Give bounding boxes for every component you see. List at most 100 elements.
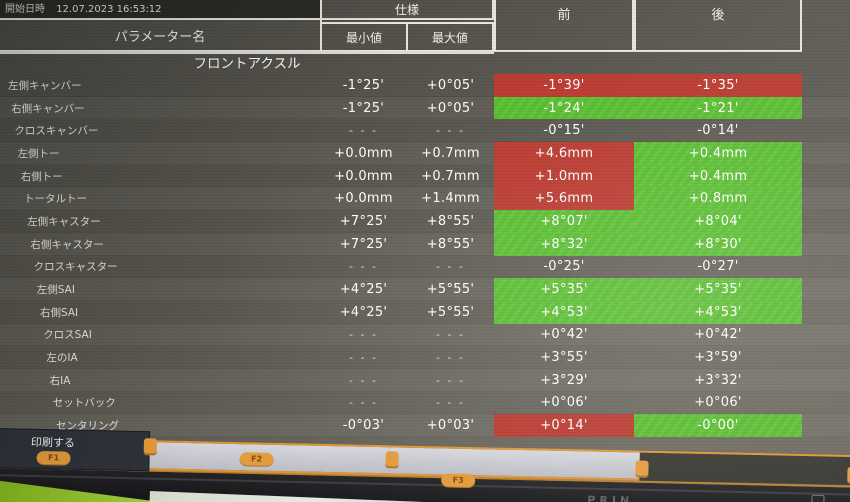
bezel-badge-icon: [811, 494, 825, 502]
f3-button-segment[interactable]: F3: [389, 445, 640, 489]
param-label: 左側キャスター: [27, 215, 101, 228]
after-value: +0.4mm: [634, 164, 802, 188]
fnbar-empty-segment: [639, 450, 850, 486]
column-header-parameter: パラメーター名: [0, 18, 322, 52]
parameter-header-label: パラメーター名: [114, 29, 206, 45]
after-value: +3°32': [694, 372, 742, 388]
start-datetime-value: 12.07.2023 16:53:12: [56, 4, 162, 15]
param-label: 左側キャンバー: [8, 79, 82, 92]
spec-max-value: +5°55': [426, 282, 475, 298]
column-header-before: 前: [494, 0, 634, 52]
spec-min-value: +0.0mm: [334, 168, 393, 184]
param-label: 右側トー: [20, 170, 63, 183]
spec-max-value: +8°55': [426, 236, 475, 252]
fnbar-divider-nub: [143, 438, 158, 456]
before-value: -0°25': [543, 259, 585, 275]
table-row: 左側キャスター +7°25' +8°55' +8°07' +8°04': [0, 210, 850, 233]
print-button[interactable]: 印刷する F1: [0, 428, 151, 472]
spec-min-value: +0.0mm: [334, 191, 393, 207]
param-label: 右IA: [49, 374, 71, 387]
fnbar-divider-nub: [635, 460, 649, 478]
start-datetime-bar: 開始日時 12.07.2023 16:53:12: [0, 0, 320, 20]
param-label: クロスSAI: [43, 329, 92, 342]
f2-button-segment[interactable]: F2: [149, 440, 390, 476]
before-value: +0°06': [540, 395, 588, 411]
before-value: +5°35': [494, 278, 634, 301]
spec-min-value: - - -: [349, 328, 378, 342]
f1-key-badge[interactable]: F1: [36, 450, 71, 466]
column-header-min: 最小値: [320, 22, 408, 52]
after-header-label: 後: [711, 8, 725, 23]
table-row: 左側キャンバー -1°25' +0°05' -1°39' -1°35': [0, 74, 850, 97]
max-header-label: 最大値: [431, 30, 468, 45]
param-label: 左側トー: [17, 147, 60, 160]
before-value: +0°42': [540, 327, 588, 343]
before-value: +5.6mm: [494, 187, 634, 211]
table-row: 右側SAI +4°25' +5°55' +4°53' +4°53': [0, 300, 850, 324]
after-value: +0.8mm: [634, 187, 802, 211]
f2-key-badge[interactable]: F2: [239, 452, 274, 467]
after-value: -1°21': [634, 96, 802, 120]
spec-max-value: - - -: [436, 124, 465, 138]
before-value: -0°15': [543, 123, 585, 139]
before-value: -1°39': [494, 74, 634, 97]
spec-min-value: +0.0mm: [334, 145, 393, 161]
before-value: +8°32': [494, 232, 634, 256]
param-label: 左側SAI: [36, 284, 75, 297]
before-value: -1°24': [494, 96, 634, 120]
spec-max-value: +0.7mm: [421, 145, 480, 161]
spec-max-value: - - -: [436, 260, 465, 274]
spec-max-value: +5°55': [426, 304, 475, 320]
before-header-label: 前: [557, 8, 571, 23]
spec-min-value: - - -: [349, 351, 378, 365]
param-label: トータルトー: [24, 193, 87, 206]
spec-max-value: - - -: [436, 351, 465, 365]
section-title-front-axle: フロントアクスル: [0, 52, 494, 74]
table-row: 右側キャンバー -1°25' +0°05' -1°24' -1°21': [0, 96, 850, 120]
spec-min-value: +7°25': [339, 236, 388, 252]
after-value: -0°14': [697, 123, 739, 139]
table-body: 左側キャンバー -1°25' +0°05' -1°39' -1°35' 右側キャ…: [0, 74, 850, 437]
spec-max-value: +0°03': [426, 418, 475, 434]
spec-max-value: +0°05': [426, 100, 475, 116]
param-label: セットバック: [52, 397, 116, 410]
spec-min-value: -0°03': [342, 418, 385, 434]
table-row: 左のIA - - - - - - +3°55' +3°59': [0, 346, 850, 369]
spec-max-value: - - -: [436, 373, 465, 387]
table-row: クロスキャスター - - - - - - -0°25' -0°27': [0, 256, 850, 279]
spec-max-value: - - -: [436, 396, 465, 410]
after-value: +0°06': [694, 395, 742, 411]
param-label: クロスキャスター: [33, 261, 118, 274]
after-value: +0.4mm: [634, 142, 802, 165]
table-row: 右側トー +0.0mm +0.7mm +1.0mm +0.4mm: [0, 164, 850, 188]
spec-min-value: +4°25': [339, 304, 388, 320]
param-label: 右側キャンバー: [11, 102, 85, 115]
table-row: 左側トー +0.0mm +0.7mm +4.6mm +0.4mm: [0, 142, 850, 165]
spec-min-value: - - -: [349, 373, 378, 387]
before-value: +4.6mm: [494, 142, 634, 165]
spec-min-value: +4°25': [339, 282, 388, 298]
after-value: +3°59': [694, 350, 742, 366]
before-value: +3°29': [540, 372, 588, 388]
before-value: +1.0mm: [494, 164, 634, 188]
after-value: +0°42': [694, 327, 742, 343]
spec-header-label: 仕様: [394, 2, 419, 17]
before-value: +8°07': [494, 210, 634, 233]
table-row: クロスキャンバー - - - - - - -0°15' -0°14': [0, 119, 850, 142]
column-header-max: 最大値: [406, 22, 494, 52]
table-row: セットバック - - - - - - +0°06' +0°06': [0, 392, 850, 415]
f3-key-badge[interactable]: F3: [441, 473, 476, 489]
min-header-label: 最小値: [345, 30, 382, 45]
after-value: -1°35': [634, 74, 802, 97]
spec-min-value: +7°25': [339, 213, 388, 229]
param-label: 右側SAI: [40, 306, 79, 319]
spec-max-value: +0°05': [426, 77, 475, 93]
table-row: 右側キャスター +7°25' +8°55' +8°32' +8°30': [0, 232, 850, 256]
column-header-after: 後: [634, 0, 802, 52]
spec-min-value: -1°25': [342, 77, 385, 93]
print-button-label: 印刷する: [30, 435, 76, 450]
monitor-brand-logo: PRIN: [587, 493, 634, 502]
spec-min-value: - - -: [349, 260, 378, 274]
spec-max-value: +0.7mm: [421, 168, 480, 184]
before-value: +3°55': [540, 350, 588, 366]
